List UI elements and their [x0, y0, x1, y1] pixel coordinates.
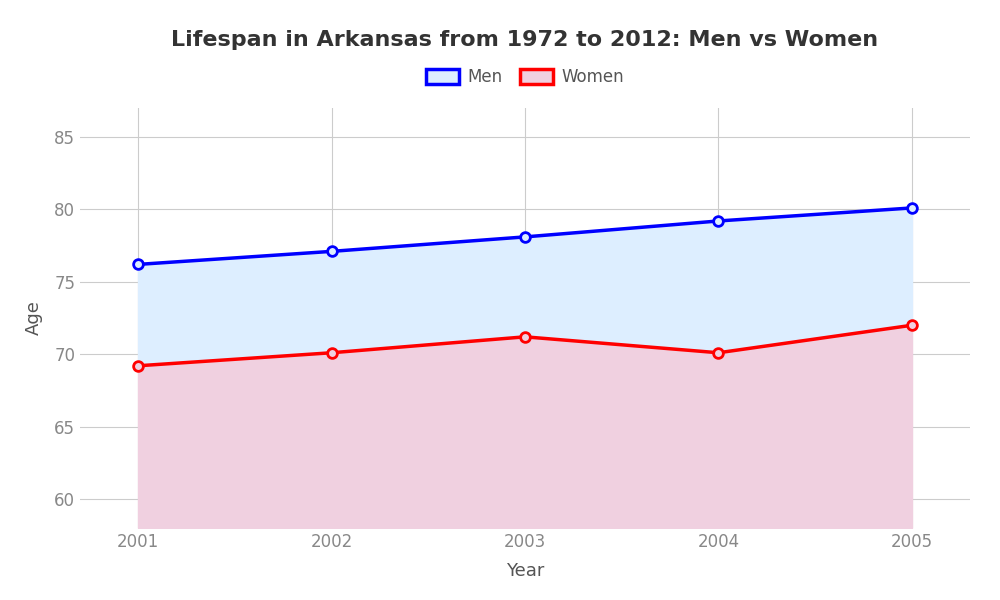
Men: [906, 205, 918, 212]
Women: [906, 322, 918, 329]
Men: [132, 261, 144, 268]
Y-axis label: Age: Age: [25, 301, 43, 335]
Women: [712, 349, 724, 356]
Women: [326, 349, 338, 356]
Men: [712, 217, 724, 224]
Men: [519, 233, 531, 241]
Women: [519, 333, 531, 340]
Line: Men: Men: [133, 203, 917, 269]
Legend: Men, Women: Men, Women: [419, 62, 631, 93]
Title: Lifespan in Arkansas from 1972 to 2012: Men vs Women: Lifespan in Arkansas from 1972 to 2012: …: [171, 29, 879, 49]
Women: [132, 362, 144, 370]
Men: [326, 248, 338, 255]
X-axis label: Year: Year: [506, 562, 544, 580]
Line: Women: Women: [133, 320, 917, 371]
